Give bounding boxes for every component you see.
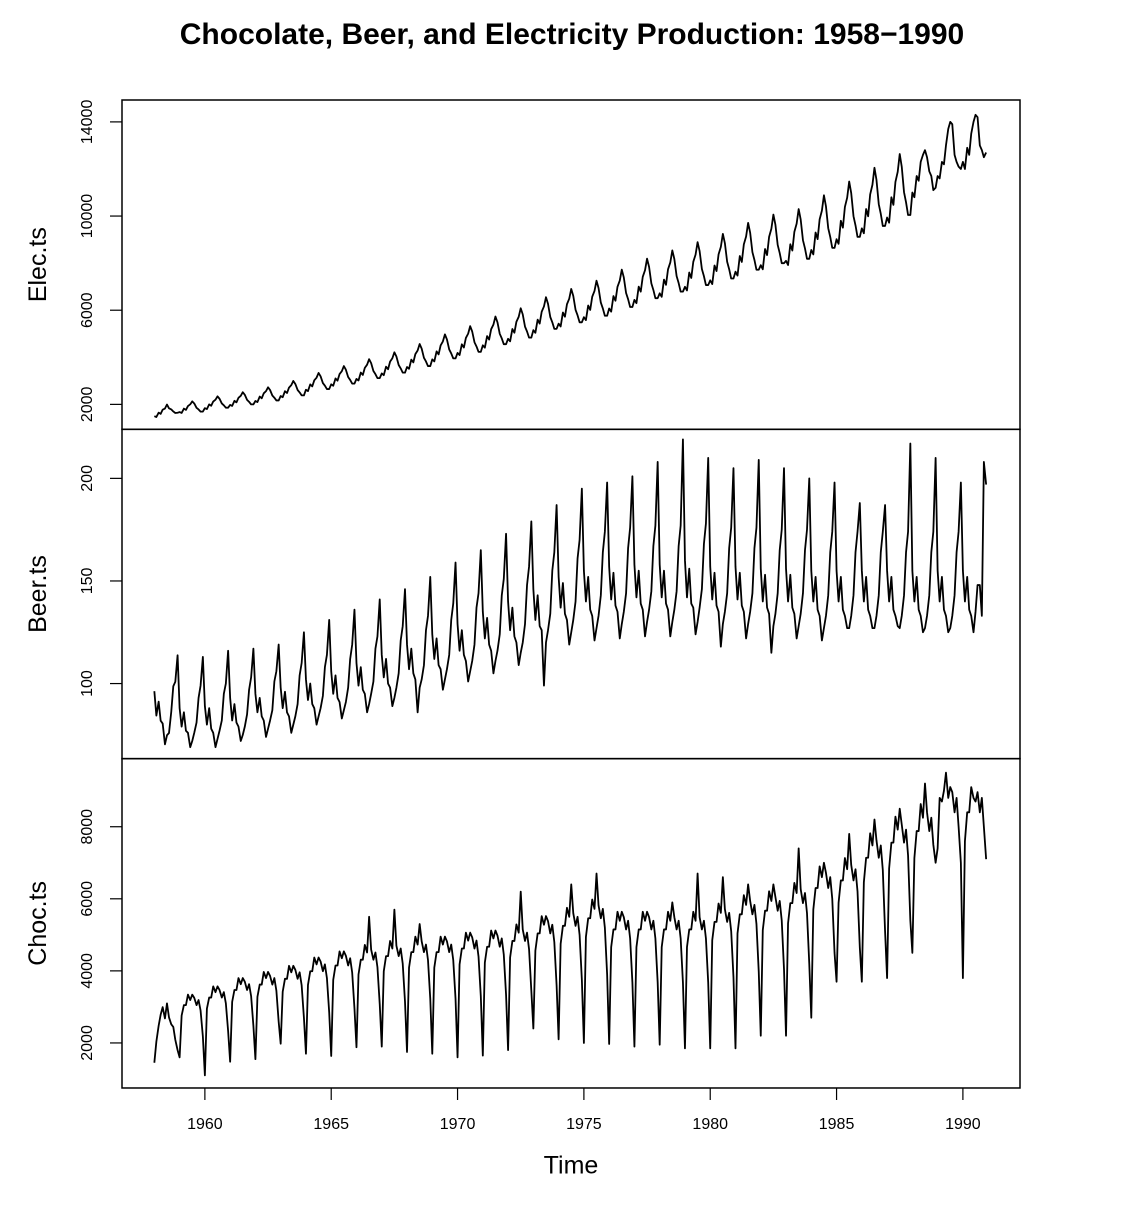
y-tick-label: 200 bbox=[79, 465, 96, 492]
y-tick-label: 14000 bbox=[79, 100, 96, 145]
x-tick-label: 1990 bbox=[945, 1116, 981, 1133]
panel-frame bbox=[121, 757, 1021, 1089]
x-tick-label: 1970 bbox=[440, 1116, 476, 1133]
x-tick-label: 1960 bbox=[187, 1116, 223, 1133]
y-tick-label: 150 bbox=[79, 568, 96, 595]
series-line bbox=[153, 771, 988, 1077]
chart-title: Chocolate, Beer, and Electricity Product… bbox=[180, 18, 964, 51]
x-axis-label: Time bbox=[544, 1152, 599, 1180]
series-line bbox=[153, 438, 988, 749]
y-tick-label: 10000 bbox=[79, 194, 96, 239]
series-line bbox=[154, 113, 987, 418]
y-tick-label: 8000 bbox=[79, 809, 96, 845]
y-tick-label: 2000 bbox=[79, 386, 96, 422]
x-tick-label: 1980 bbox=[692, 1116, 728, 1133]
y-tick-label: 2000 bbox=[79, 1025, 96, 1061]
y-axis-label: Choc.ts bbox=[24, 881, 52, 966]
y-axis-label: Beer.ts bbox=[24, 555, 52, 633]
y-tick-label: 4000 bbox=[79, 953, 96, 989]
x-tick-label: 1965 bbox=[313, 1116, 349, 1133]
panel-frame bbox=[121, 99, 1021, 431]
y-tick-label: 100 bbox=[79, 670, 96, 697]
y-tick-label: 6000 bbox=[79, 881, 96, 917]
y-axis-label: Elec.ts bbox=[24, 227, 52, 302]
y-tick-label: 6000 bbox=[79, 292, 96, 328]
x-tick-label: 1975 bbox=[566, 1116, 602, 1133]
x-tick-label: 1985 bbox=[819, 1116, 855, 1133]
